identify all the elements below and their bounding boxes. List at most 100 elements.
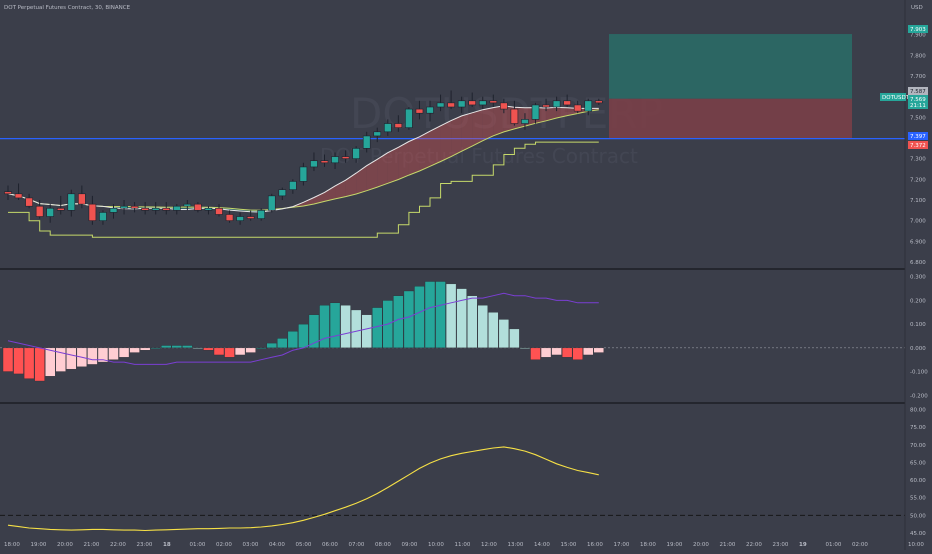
currency-label: USD [911, 5, 923, 11]
sma-band-segment [388, 147, 399, 183]
histogram-bar [467, 296, 477, 348]
candle-body [321, 161, 328, 163]
histogram-bar [594, 348, 604, 353]
time-axis-label: 05:00 [296, 542, 312, 548]
time-axis-label: 02:00 [852, 542, 868, 548]
candle-body [279, 190, 286, 196]
candle-body [89, 204, 96, 221]
histogram-bar [45, 348, 55, 376]
time-axis-label: 04:00 [269, 542, 285, 548]
time-axis-label: 19 [799, 542, 807, 548]
candle-body [564, 101, 571, 105]
time-axis-label: 15:00 [561, 542, 577, 548]
histogram-bar [404, 291, 414, 348]
histogram-bar [267, 343, 277, 348]
candle-body [184, 204, 191, 206]
rsi-y-tick-label: 65.00 [910, 460, 926, 466]
stop-zone [609, 99, 852, 139]
histogram-bar [414, 286, 424, 348]
candle-body [258, 210, 265, 218]
histogram-bar [14, 348, 24, 374]
histogram-bar [288, 331, 298, 348]
time-axis-label: 17:00 [614, 542, 630, 548]
candle-body [405, 109, 412, 128]
histogram-bar [509, 329, 519, 348]
histogram-bar [457, 289, 467, 348]
candle-body [173, 206, 180, 210]
candle-body [395, 124, 402, 128]
histogram-y-tick-label: -0.200 [910, 393, 928, 399]
histogram-bar [541, 348, 551, 357]
rsi-y-tick-label: 70.00 [910, 443, 926, 449]
histogram-bar [562, 348, 572, 357]
histogram-bar [235, 348, 245, 355]
rsi-y-tick-label: 80.00 [910, 408, 926, 414]
candle-body [300, 167, 307, 181]
sma-band-segment [493, 106, 504, 136]
candle-body [500, 103, 507, 109]
price-y-tick-label: 7.900 [910, 33, 926, 39]
time-axis-label: 01:00 [826, 542, 842, 548]
histogram-bar [277, 338, 287, 347]
candle-body [585, 101, 592, 111]
time-axis-label: 01:00 [190, 542, 206, 548]
candle-body [416, 109, 423, 113]
time-axis-label: 21:00 [720, 542, 736, 548]
candle-body [142, 208, 149, 210]
candle-body [427, 107, 434, 113]
histogram-y-tick-label: 0.100 [910, 322, 926, 328]
candle-body [205, 208, 212, 210]
price-y-tick-label: 7.500 [910, 115, 926, 121]
candle-body [152, 208, 159, 210]
histogram-bar [130, 348, 140, 353]
rsi-y-tick-label: 45.00 [910, 531, 926, 537]
candle-body [68, 194, 75, 211]
rsi-y-tick-label: 50.00 [910, 513, 926, 519]
candle-body [511, 109, 518, 123]
histogram-bar [225, 348, 235, 357]
histogram-bar [520, 348, 530, 349]
histogram-bar [362, 315, 372, 348]
histogram-bar [393, 296, 403, 348]
histogram-bar [478, 305, 488, 348]
price-y-tick-label: 6.900 [910, 239, 926, 245]
candle-body [437, 103, 444, 107]
candle-body [353, 148, 360, 158]
entry-line-badge: 7.397 [908, 132, 928, 140]
histogram-bar [341, 305, 351, 348]
candle-body [595, 101, 602, 103]
candle-body [216, 208, 223, 214]
time-axis-label: 19:00 [31, 542, 47, 548]
sma-band-segment [409, 137, 420, 175]
time-axis-label: 10:00 [428, 542, 444, 548]
sma-band-segment [472, 110, 483, 146]
time-axis-label: 18 [163, 542, 171, 548]
candle-body [121, 206, 128, 208]
candle-body [342, 157, 349, 159]
time-axis-label: 09:00 [402, 542, 418, 548]
histogram-bar [499, 319, 509, 347]
histogram-bar [246, 348, 256, 353]
rsi-y-tick-label: 55.00 [910, 496, 926, 502]
candle-body [332, 157, 339, 163]
sma-band-segment [430, 126, 441, 166]
histogram-bar [3, 348, 13, 372]
candle-body [226, 214, 233, 220]
candle-body [521, 119, 528, 123]
time-axis-label: 22:00 [746, 542, 762, 548]
candle-body [553, 101, 560, 107]
candle-body [490, 101, 497, 103]
histogram-y-tick-label: 0.200 [910, 298, 926, 304]
price-y-tick-label: 6.800 [910, 260, 926, 266]
histogram-bar [446, 284, 456, 348]
time-axis-label: 22:00 [110, 542, 126, 548]
stop-badge-text: 7.372 [910, 143, 926, 149]
histogram-bar [351, 310, 361, 348]
candle-body [237, 217, 244, 221]
histogram-bar [161, 345, 171, 347]
price-y-tick-label: 7.200 [910, 177, 926, 183]
histogram-bar [35, 348, 45, 381]
candle-body [310, 161, 317, 167]
candle-body [543, 105, 550, 107]
time-axis-label: 12:00 [481, 542, 497, 548]
